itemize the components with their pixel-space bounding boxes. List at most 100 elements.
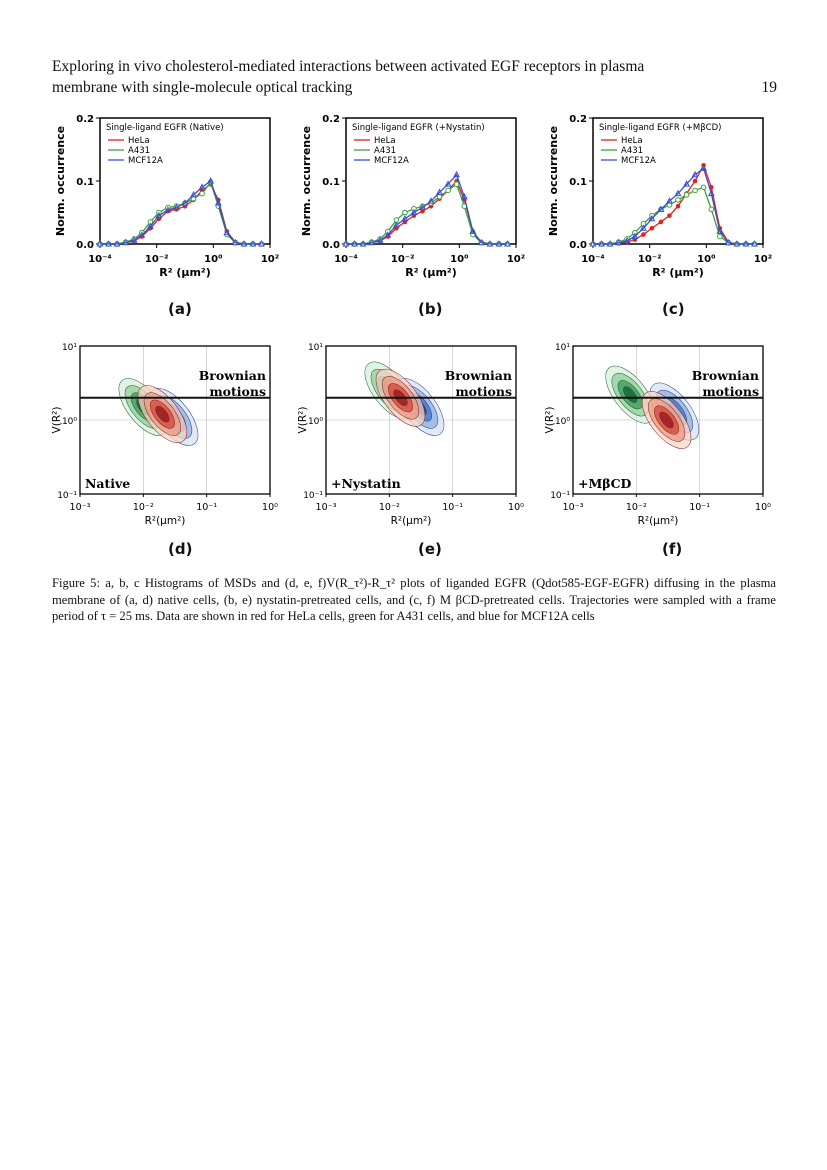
chart-title: Single-ligand EGFR (+Nystatin) [352,123,485,133]
panel-label-c: (c) [662,300,685,318]
data-point [122,238,130,246]
data-point [615,238,623,246]
annotation-line1: Brownian [445,368,512,383]
data-point [657,205,665,212]
data-point [155,211,163,219]
data-point [427,197,435,204]
panel-label-a: (a) [168,300,192,318]
legend-label: A431 [374,146,396,156]
data-point [486,240,494,247]
x-tick-label: 10² [261,254,279,265]
x-tick-label: 10⁻¹ [689,502,710,513]
legend-label: MCF12A [374,156,409,166]
condition-label: +Nystatin [331,476,401,491]
data-point [420,208,425,214]
data-point [504,240,511,247]
data-point [164,206,172,213]
data-point [477,238,485,246]
y-tick-label: 0.2 [569,114,587,125]
x-tick-label: 10⁰ [262,502,278,513]
x-tick-label: 10⁰ [508,502,524,513]
x-axis-label: R² (µm²) [405,266,457,279]
data-point [410,208,418,215]
x-axis-label: R² (µm²) [159,266,211,279]
y-tick-label: 0.0 [322,240,340,251]
x-axis-label: R²(μm²) [638,515,679,527]
y-tick-label: 10⁰ [308,417,323,427]
panel-label-b: (b) [418,300,443,318]
data-point [631,232,639,239]
data-point [351,240,358,247]
legend-label: HeLa [128,136,150,146]
data-point [223,228,231,236]
condition-label: Native [85,476,130,491]
data-point [198,183,206,190]
data-point [667,213,672,218]
data-point [675,203,681,209]
x-tick-label: 10⁻² [638,254,662,265]
x-tick-label: 10⁻² [379,502,400,513]
legend-label: MCF12A [621,156,656,166]
y-axis-label: Norm. occurrence [547,126,560,236]
condition-label: +MβCD [578,476,632,491]
data-point [683,180,690,187]
x-tick-label: 10⁻² [133,502,154,513]
legend-label: A431 [621,146,643,156]
data-point [700,164,708,171]
data-point [181,199,189,206]
data-point [436,188,443,195]
data-point [113,240,121,247]
data-point [649,225,655,231]
y-tick-label: 10⁻¹ [550,491,570,501]
data-point [419,203,426,210]
data-point [623,237,631,244]
plot-frame [325,345,517,495]
x-tick-label: 10⁻² [145,254,169,265]
data-point [445,187,451,194]
data-point [402,209,408,216]
data-point [190,191,197,198]
data-point [138,231,146,238]
legend-label: MCF12A [128,156,163,166]
data-point [207,177,215,184]
x-tick-label: 10⁰ [450,254,468,265]
y-axis-label: Norm. occurrence [300,126,313,236]
data-point [469,227,477,234]
data-point [368,238,376,246]
data-point [666,202,673,208]
y-tick-label: 0.0 [76,240,94,251]
data-point [589,240,597,247]
contour-level-HeLa [155,405,170,423]
data-point [683,192,690,198]
data-point [214,199,222,206]
data-point [648,214,656,222]
plot-frame [572,345,764,495]
y-axis-label: V(R²) [51,407,63,434]
y-tick-label: 10¹ [62,343,77,353]
legend-label: A431 [128,146,150,156]
annotation-line2: motions [702,384,759,399]
plot-frame [345,117,517,245]
data-point [707,189,715,197]
y-axis-label: V(R²) [544,407,556,434]
contour-panel-f: Brownian motions +MβCD 10⁻¹ 10⁰ 10¹ 10⁻³ 10⁻² 10… [544,338,775,538]
x-tick-label: 10⁻² [391,254,415,265]
x-tick-label: 10² [507,254,525,265]
data-point [105,240,112,247]
series-line-HeLa [100,183,262,245]
annotation-line1: Brownian [199,368,266,383]
series-line-HeLa [593,163,755,245]
data-point [359,240,367,247]
series-line-A431 [346,183,508,245]
contour-panel-d: Brownian motions Native 10⁻¹ 10⁰ 10¹ 10⁻³ 10⁻² 1… [51,338,282,538]
x-tick-label: 10⁻² [626,502,647,513]
x-tick-label: 10⁰ [204,254,222,265]
data-point [639,224,647,231]
data-point [342,240,350,247]
plot-frame [592,117,764,245]
chart-title: Single-ligand EGFR (Native) [106,123,224,133]
y-tick-label: 10⁻¹ [57,491,77,501]
data-point [700,184,707,191]
histogram-panel-c: 0.0 0.1 0.2 10⁻⁴ 10⁻² 10⁰ 10² R² (µm²) Norm. occ… [545,108,775,288]
histogram-panel-b: 0.0 0.1 0.2 10⁻⁴ 10⁻² 10⁰ 10² R² (µm²) Norm. occ… [298,108,528,288]
